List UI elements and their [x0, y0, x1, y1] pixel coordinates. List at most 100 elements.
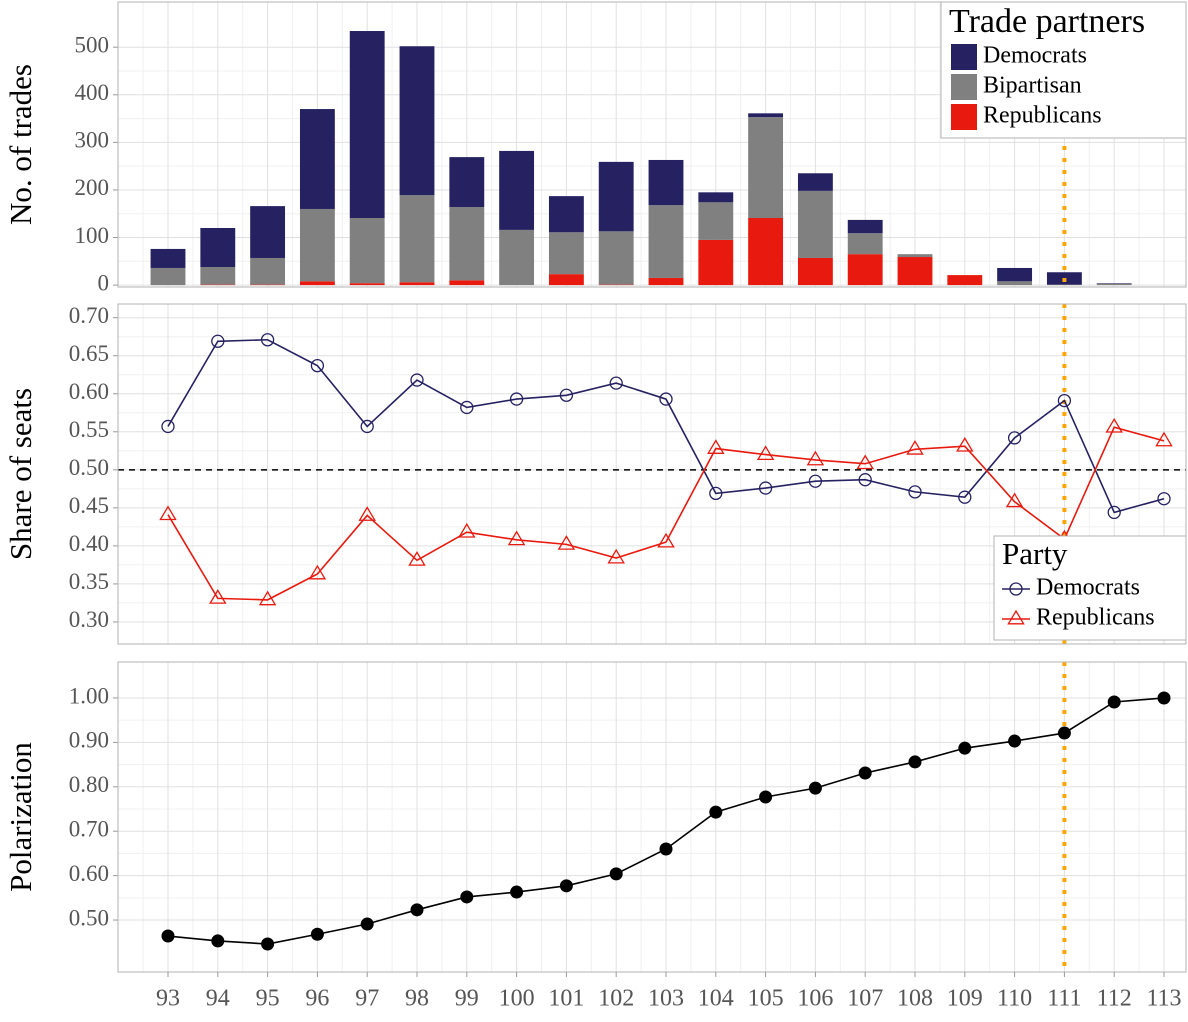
point: [756, 445, 775, 461]
point: [609, 376, 623, 390]
legend-label: Democrats: [1036, 575, 1140, 601]
line: [167, 426, 1165, 601]
x-tick-label: 102: [598, 986, 634, 1012]
bar-segment: [748, 218, 784, 286]
bar-segment: [349, 283, 385, 286]
bar-segment: [548, 232, 584, 275]
point: [657, 532, 675, 548]
point: [1157, 492, 1171, 506]
legend-box: [940, 1, 1187, 139]
legend-key: [951, 44, 977, 70]
point: [806, 450, 825, 466]
x-tick-label: 96: [305, 986, 329, 1012]
y-tick-label: 100: [75, 223, 110, 248]
point: [856, 454, 874, 470]
point: [1107, 505, 1121, 520]
point: [906, 440, 924, 455]
bar-segment: [847, 233, 883, 255]
bar-segment: [648, 159, 684, 206]
point: [759, 790, 773, 804]
x-tick-label: 97: [355, 986, 379, 1012]
y-tick-label: 0.50: [69, 455, 109, 480]
bar-segment: [897, 257, 933, 286]
bar-segment: [797, 190, 833, 258]
bar-segment: [299, 109, 335, 209]
bar-segment: [947, 275, 983, 286]
bar-segment: [349, 218, 385, 284]
x-tick-label: 104: [698, 986, 734, 1012]
bar-segment: [299, 281, 335, 286]
bar-segment: [200, 228, 236, 268]
bar-segment: [399, 46, 435, 196]
panel-border: [117, 661, 1187, 973]
legend-key: [951, 104, 977, 130]
y-tick-label: 1.00: [69, 683, 109, 708]
panel-border: [117, 1, 1187, 288]
bar-segment: [349, 31, 385, 219]
bar-segment: [648, 277, 684, 286]
bar-segment: [598, 161, 634, 232]
point: [1008, 734, 1022, 748]
x-tick-label: 106: [797, 986, 833, 1012]
bar-segment: [449, 280, 485, 286]
legend: Party Democrats Republicans: [993, 535, 1187, 641]
bar-segment: [698, 202, 734, 240]
panel-border: [117, 303, 1187, 645]
x-tick-label: 112: [1097, 986, 1132, 1012]
bar-segment: [399, 282, 435, 286]
point: [510, 885, 524, 899]
point: [507, 530, 526, 546]
point: [559, 879, 573, 893]
point: [458, 522, 476, 538]
y-tick-label: 200: [75, 175, 110, 200]
point: [258, 590, 277, 606]
point: [659, 842, 673, 856]
point: [709, 805, 723, 819]
bar-segment: [150, 248, 186, 268]
point: [261, 937, 275, 951]
bar-segment: [748, 117, 784, 219]
x-tick-label: 101: [548, 986, 584, 1012]
y-tick-label: 0.60: [69, 861, 109, 886]
legend-key: [1007, 609, 1025, 625]
bar-segment: [548, 196, 584, 233]
x-tick-label: 100: [499, 986, 535, 1012]
y-tick-label: 0.35: [69, 569, 109, 594]
bar-segment: [449, 157, 485, 208]
panel-background: [118, 662, 1186, 972]
point: [360, 419, 374, 434]
point: [460, 400, 474, 415]
point: [308, 564, 327, 580]
point: [808, 781, 822, 795]
x-tick-label: 113: [1146, 986, 1181, 1012]
x-tick-label: 94: [206, 986, 230, 1012]
point: [1007, 431, 1022, 445]
legend: Trade partners Democrats Bipartisan Republi…: [940, 1, 1187, 139]
legend-label: Republicans: [1036, 605, 1155, 631]
point: [509, 392, 524, 406]
x-tick-label: 103: [648, 986, 684, 1012]
x-tick-label: 99: [455, 986, 479, 1012]
bar-segment: [299, 208, 335, 282]
y-tick-label: 0.30: [69, 607, 109, 632]
point: [808, 474, 823, 488]
bar-segment: [997, 267, 1033, 282]
y-tick-label: 0.70: [69, 303, 109, 328]
y-tick-label: 0: [98, 270, 110, 295]
y-tick-label: 500: [75, 32, 110, 57]
bar-segment: [847, 219, 883, 234]
point: [159, 505, 177, 521]
bar-segment: [250, 206, 286, 258]
point: [211, 334, 225, 348]
point: [1005, 492, 1024, 508]
x-tick-label: 110: [997, 986, 1032, 1012]
y-tick-label: 0.40: [69, 531, 109, 556]
point: [161, 419, 175, 434]
y-tick-label: 0.55: [69, 417, 109, 442]
point: [858, 473, 872, 487]
bar-segment: [797, 173, 833, 191]
point: [1057, 726, 1071, 740]
bar-segment: [598, 231, 634, 285]
point: [358, 506, 376, 521]
